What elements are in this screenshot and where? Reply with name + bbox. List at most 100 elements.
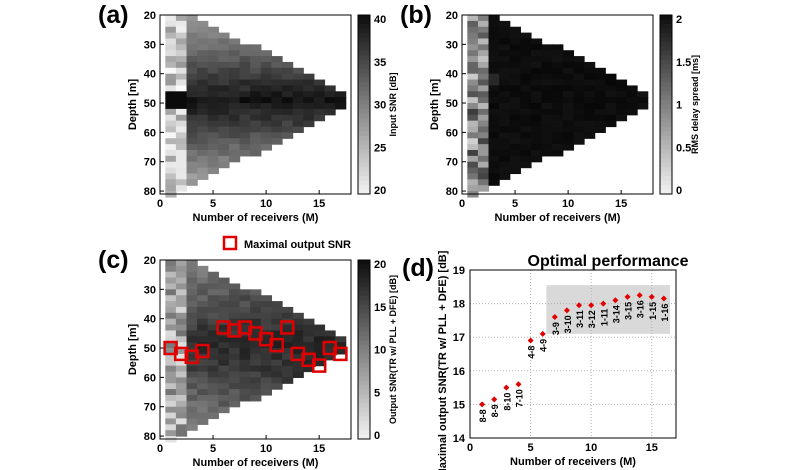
- plot-frame: [469, 269, 677, 439]
- heatmap-cell: [250, 91, 262, 98]
- heatmap-cell: [260, 353, 273, 361]
- heatmap-cell: [175, 91, 188, 98]
- colorbar-swatch: [358, 394, 370, 400]
- heatmap-cell: [271, 383, 283, 390]
- heatmap-cell: [292, 108, 304, 116]
- heatmap-cell: [324, 342, 336, 349]
- heatmap-cell: [335, 336, 347, 343]
- heatmap-cell: [228, 377, 241, 384]
- heatmap-cell: [282, 108, 294, 116]
- heatmap-a: [165, 15, 347, 198]
- heatmap-cell: [175, 324, 188, 332]
- heatmap-cell: [541, 132, 553, 139]
- colorbar-swatch: [358, 425, 370, 431]
- heatmap-cell: [207, 400, 219, 408]
- heatmap-cell: [239, 56, 251, 63]
- heatmap-cell: [626, 103, 638, 110]
- heatmap-cell: [562, 61, 575, 69]
- heatmap-cell: [260, 103, 273, 110]
- heatmap-cell: [562, 56, 575, 63]
- heatmap-cell: [303, 114, 315, 122]
- heatmap-cell: [239, 394, 251, 402]
- heatmap-cell: [467, 132, 479, 139]
- heatmap-cell: [228, 149, 241, 157]
- heatmap-cell: [175, 342, 188, 349]
- heatmap-cell: [530, 126, 543, 133]
- heatmap-cell: [488, 20, 500, 28]
- heatmap-cell: [250, 289, 262, 296]
- heatmap-cell: [218, 79, 230, 87]
- heatmap-cell: [197, 103, 209, 110]
- heatmap-cell: [594, 91, 606, 98]
- y-tick-label: 30: [144, 284, 156, 296]
- heatmap-cell: [552, 97, 564, 104]
- colorbar-swatch: [660, 158, 672, 164]
- data-label: 8-9: [490, 404, 500, 417]
- heatmap-cell: [197, 132, 209, 139]
- heatmap-cell: [186, 342, 198, 349]
- heatmap-cell: [197, 73, 209, 81]
- heatmap-cell: [573, 61, 585, 69]
- colorbar-swatch: [660, 15, 672, 20]
- heatmap-cell: [175, 44, 188, 51]
- heatmap-cell: [584, 73, 596, 81]
- heatmap-cell: [584, 85, 596, 92]
- heatmap-cell: [175, 120, 188, 128]
- heatmap-cell: [186, 383, 198, 390]
- heatmap-cell: [218, 312, 230, 320]
- heatmap-cell: [605, 114, 617, 122]
- colorbar-label: RMS delay spread [ms]: [690, 55, 700, 154]
- heatmap-cell: [303, 353, 315, 361]
- heatmap-cell: [573, 67, 585, 75]
- heatmap-cell: [228, 138, 241, 145]
- heatmap-cell: [615, 91, 628, 98]
- heatmap-cell: [499, 114, 511, 122]
- heatmap-cell: [186, 149, 198, 157]
- y-tick-label: 60: [144, 372, 156, 384]
- heatmap-cell: [282, 371, 294, 378]
- heatmap-cell: [250, 301, 262, 308]
- heatmap-cell: [165, 155, 177, 163]
- heatmap-cell: [197, 283, 209, 290]
- heatmap-cell: [228, 289, 241, 296]
- heatmap-cell: [260, 348, 273, 355]
- colorbar-swatch: [660, 91, 672, 97]
- heatmap-cell: [228, 359, 241, 367]
- heatmap-cell: [541, 79, 553, 87]
- colorbar-swatch: [358, 268, 370, 274]
- heatmap-cell: [239, 108, 251, 116]
- heatmap-cell: [260, 61, 273, 69]
- colorbar-swatch: [358, 131, 370, 137]
- heatmap-cell: [186, 108, 198, 116]
- heatmap-cell: [562, 103, 575, 110]
- heatmap-cell: [250, 61, 262, 69]
- x-tick-label: 0: [157, 443, 163, 455]
- heatmap-cell: [467, 79, 479, 87]
- heatmap-cell: [175, 371, 188, 378]
- heatmap-cell: [186, 114, 198, 122]
- heatmap-cell: [324, 336, 336, 343]
- heatmap-cell: [218, 144, 230, 151]
- heatmap-cell: [207, 38, 219, 45]
- colorbar-swatch: [358, 59, 370, 65]
- heatmap-cell: [477, 97, 490, 104]
- data-label: 8-8: [478, 409, 488, 422]
- heatmap-cell: [228, 330, 241, 337]
- colorbar-swatch: [660, 126, 672, 132]
- heatmap-cell: [175, 32, 188, 40]
- heatmap-cell: [541, 149, 553, 157]
- heatmap-cell: [239, 103, 251, 110]
- colorbar-swatch: [358, 389, 370, 395]
- heatmap-cell: [477, 144, 490, 151]
- heatmap-cell: [165, 295, 177, 302]
- heatmap-cell: [271, 61, 283, 69]
- heatmap-cell: [239, 289, 251, 296]
- heatmap-cell: [239, 389, 251, 396]
- heatmap-cell: [292, 365, 304, 373]
- heatmap-cell: [165, 67, 177, 75]
- colorbar-swatch: [358, 162, 370, 168]
- colorbar-swatch: [358, 398, 370, 404]
- heatmap-cell: [228, 91, 241, 98]
- heatmap-cell: [197, 318, 209, 326]
- heatmap-cell: [467, 38, 479, 45]
